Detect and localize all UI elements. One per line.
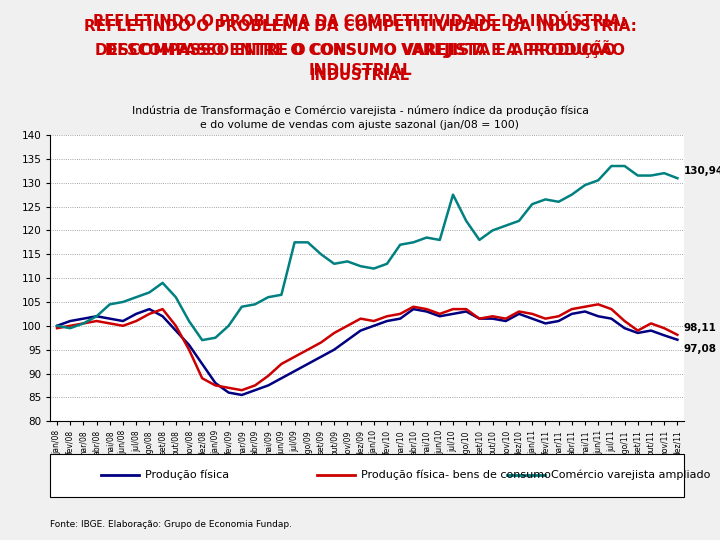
Text: Indústria de Transformação e Comércio varejista - número índice da produção físi: Indústria de Transformação e Comércio va…: [132, 106, 588, 130]
Text: Comércio varejista ampliado: Comércio varejista ampliado: [551, 470, 711, 481]
Text: DESCOMPASSO ENTRE O CONSUMO VAREJISTA E A PRODUÇÃO: DESCOMPASSO ENTRE O CONSUMO VAREJISTA E …: [104, 39, 616, 58]
Text: REFLETINDO O PROBLEMA DA COMPETITIVIDADE DA INDÚSTRIA:
DESCOMPASSO ENTRE O CONSU: REFLETINDO O PROBLEMA DA COMPETITIVIDADE…: [84, 19, 636, 78]
Text: INDUSTRIAL: INDUSTRIAL: [310, 69, 410, 83]
Text: Produção física- bens de consumo: Produção física- bens de consumo: [361, 470, 551, 481]
Text: Produção física: Produção física: [145, 470, 230, 481]
Text: 98,11: 98,11: [684, 323, 717, 333]
FancyBboxPatch shape: [50, 454, 684, 497]
Text: 97,08: 97,08: [684, 343, 717, 354]
Text: REFLETINDO O PROBLEMA DA COMPETITIVIDADE DA INDÚSTRIA:: REFLETINDO O PROBLEMA DA COMPETITIVIDADE…: [93, 14, 627, 29]
Text: 130,94: 130,94: [684, 166, 720, 176]
Text: Fonte: IBGE. Elaboração: Grupo de Economia Fundap.: Fonte: IBGE. Elaboração: Grupo de Econom…: [50, 520, 292, 529]
